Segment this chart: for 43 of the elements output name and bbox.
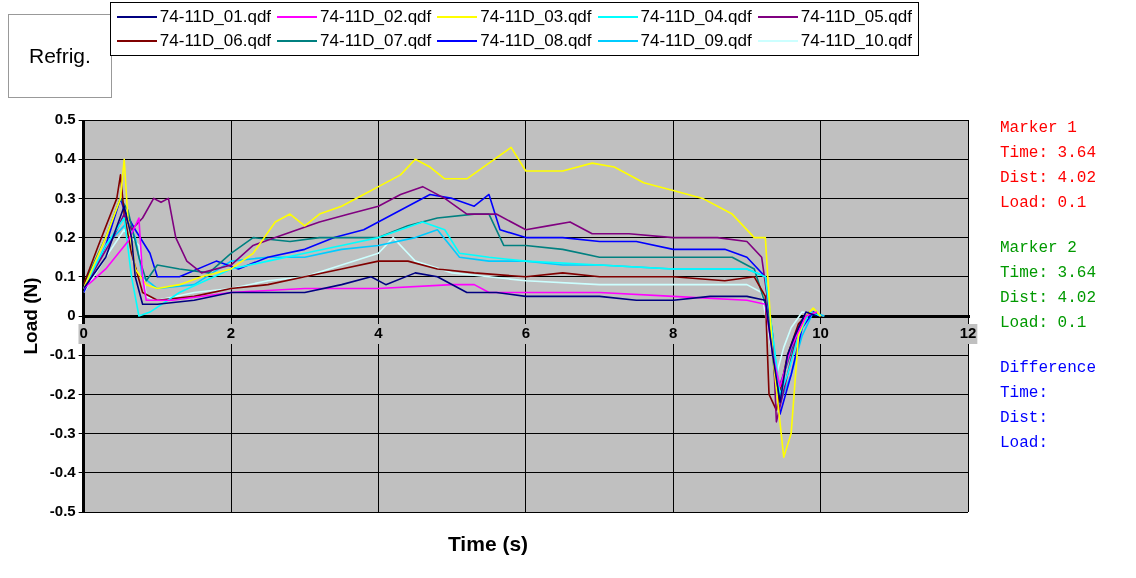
text: Marker 1 bbox=[1000, 118, 1078, 139]
text: Difference bbox=[1000, 358, 1097, 379]
x-tick-label: 4 bbox=[374, 324, 384, 342]
y-tick-label: 0.1 bbox=[54, 266, 76, 284]
y-tick-label: 0.3 bbox=[54, 188, 76, 206]
x-tick-label: 6 bbox=[521, 324, 530, 342]
text: Load: 0.1 bbox=[1000, 193, 1088, 214]
x-tick-label: 8 bbox=[669, 324, 678, 342]
y-axis-title: Load (N) bbox=[19, 277, 41, 355]
text: Dist: bbox=[1000, 408, 1049, 429]
y-tick-label: -0.4 bbox=[49, 462, 77, 480]
text: Marker 2 bbox=[1000, 238, 1078, 259]
y-tick-label: -0.1 bbox=[49, 345, 76, 363]
text: Dist: 4.02 bbox=[1000, 168, 1097, 189]
text: Time: 3.64 bbox=[1000, 143, 1097, 164]
y-tick-label: 0.4 bbox=[54, 149, 77, 167]
y-tick-label: -0.2 bbox=[49, 384, 76, 402]
legend-label: 74-11D_05.qdf bbox=[800, 7, 912, 27]
x-tick-label: 12 bbox=[959, 324, 977, 342]
y-tick-label: -0.5 bbox=[49, 502, 76, 520]
text: Time: bbox=[1000, 383, 1049, 404]
text: Load: bbox=[1000, 433, 1049, 454]
y-tick-label: 0.2 bbox=[54, 227, 76, 245]
legend-label: 74-11D_06.qdf bbox=[159, 31, 272, 51]
x-tick-label: 2 bbox=[226, 324, 236, 342]
legend-title: Refrig. bbox=[8, 14, 112, 98]
x-tick-label: 0 bbox=[79, 324, 88, 342]
legend-label: 74-11D_02.qdf bbox=[320, 7, 432, 27]
y-tick-label: 0 bbox=[67, 306, 76, 324]
x-tick-label: 10 bbox=[812, 324, 829, 342]
legend-label: 74-11D_08.qdf bbox=[480, 31, 592, 51]
y-tick-label: -0.3 bbox=[49, 423, 76, 441]
y-tick-label: 0.5 bbox=[54, 110, 76, 128]
text: Time: 3.64 bbox=[1000, 263, 1097, 284]
legend-label: 74-11D_01.qdf bbox=[159, 7, 272, 27]
text: Load: 0.1 bbox=[1000, 313, 1088, 334]
legend-label: 74-11D_07.qdf bbox=[320, 31, 432, 51]
legend-label: 74-11D_03.qdf bbox=[480, 7, 592, 27]
x-axis-title: Time (s) bbox=[446, 532, 530, 556]
legend-label: 74-11D_09.qdf bbox=[640, 31, 752, 51]
legend-label: 74-11D_04.qdf bbox=[640, 7, 752, 27]
legend-label: 74-11D_10.qdf bbox=[800, 31, 912, 51]
text: Dist: 4.02 bbox=[1000, 288, 1097, 309]
